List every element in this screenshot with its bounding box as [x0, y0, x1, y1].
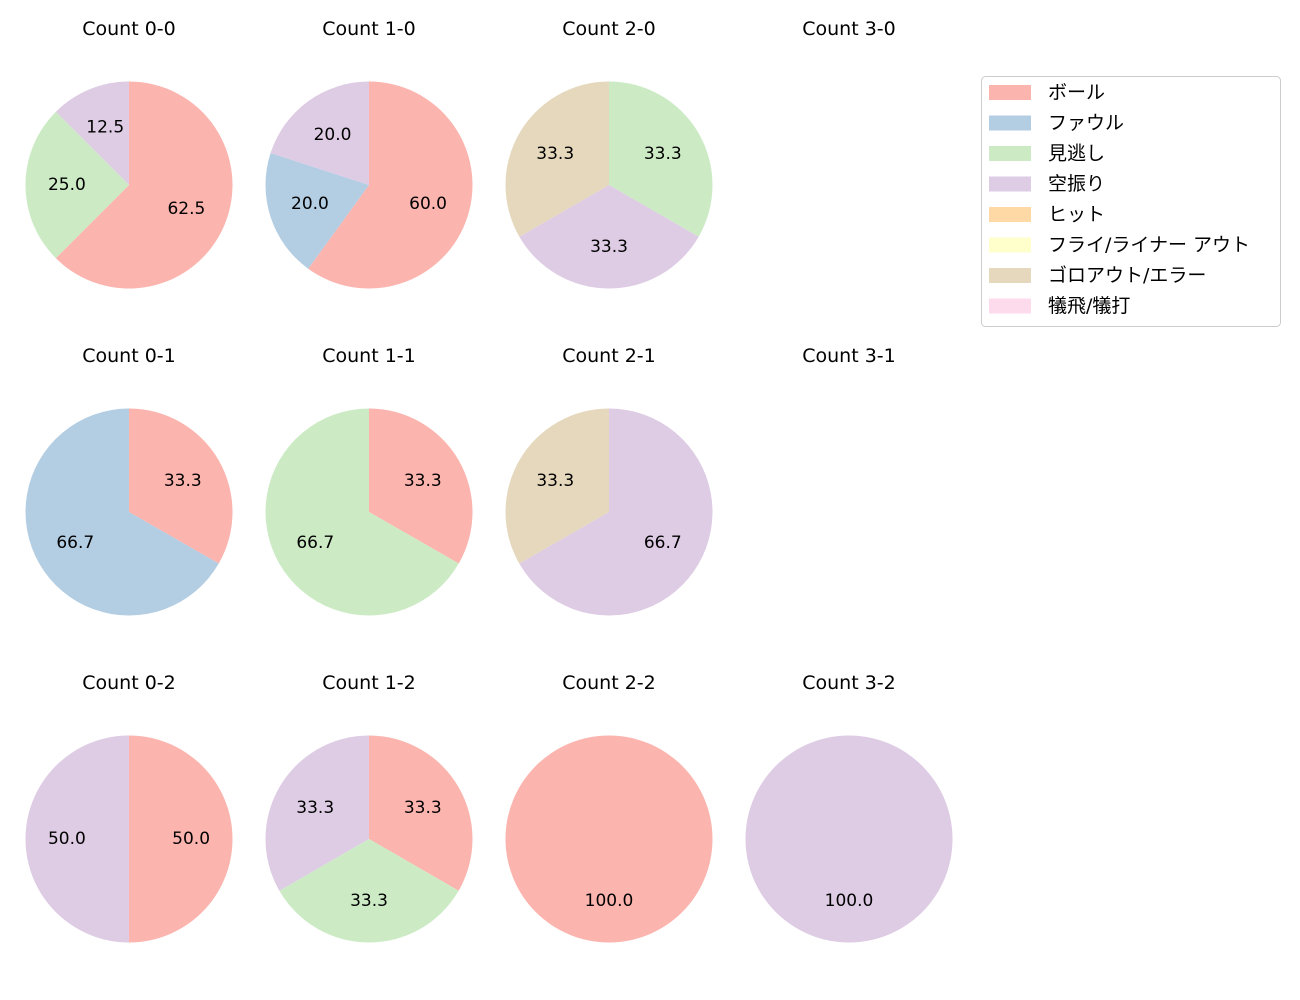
- legend-swatch: [989, 176, 1031, 192]
- pie-title: Count 2-2: [562, 672, 656, 694]
- pie-title: Count 2-1: [562, 345, 656, 367]
- pie-title: Count 1-0: [322, 18, 416, 40]
- slice-label: 100.0: [825, 891, 874, 911]
- slice-空振り: [270, 81, 369, 185]
- slice-label: 66.7: [644, 533, 682, 553]
- pie-count-2-1: Count 2-1 66.7 33.3: [505, 345, 713, 616]
- pie-title: Count 3-1: [802, 345, 896, 367]
- slice-ボール: [369, 408, 473, 564]
- slice-ボール: [308, 81, 473, 289]
- slice-label: 25.0: [48, 175, 86, 195]
- legend-label: 見逃し: [1048, 143, 1105, 165]
- legend-swatch: [989, 237, 1031, 253]
- legend-swatch: [989, 85, 1031, 100]
- legend-label: ボール: [1048, 82, 1105, 104]
- slice-label: 20.0: [314, 125, 352, 145]
- slice-見逃し: [609, 81, 713, 237]
- slice-label: 50.0: [172, 829, 210, 849]
- pie-title: Count 1-2: [322, 672, 416, 694]
- slice-空振り: [265, 735, 369, 891]
- pie-count-2-2: Count 2-2 100.0: [505, 672, 713, 943]
- slice-見逃し: [265, 408, 459, 616]
- slice-ボール: [55, 81, 233, 289]
- slice-label: 50.0: [48, 829, 86, 849]
- slice-label: 33.3: [536, 144, 574, 164]
- legend-swatch: [989, 298, 1031, 314]
- slice-label: 62.5: [167, 199, 205, 219]
- slice-ゴロアウト/エラー: [505, 408, 609, 564]
- slice-ボール: [129, 735, 233, 943]
- slice-label: 33.3: [536, 471, 574, 491]
- legend-swatch: [989, 115, 1031, 131]
- slice-label: 66.7: [56, 533, 94, 553]
- pie-count-2-0: Count 2-0 33.3 33.3 33.3: [505, 18, 713, 289]
- slice-ボール: [505, 735, 713, 943]
- slice-ファウル: [25, 408, 219, 616]
- pie-title: Count 3-2: [802, 672, 896, 694]
- slice-label: 100.0: [585, 891, 634, 911]
- legend-label: ヒット: [1048, 204, 1105, 226]
- slice-ボール: [369, 735, 473, 891]
- pie-title: Count 0-2: [82, 672, 176, 694]
- slice-空振り: [519, 408, 713, 616]
- slice-見逃し: [25, 111, 129, 259]
- legend-swatch: [989, 146, 1031, 161]
- legend-swatch: [989, 268, 1031, 283]
- slice-label: 66.7: [296, 533, 334, 553]
- slice-ファウル: [265, 153, 369, 269]
- pie-count-3-2: Count 3-2 100.0: [745, 672, 953, 943]
- slice-label: 33.3: [404, 471, 442, 491]
- slice-label: 33.3: [350, 891, 388, 911]
- slice-見逃し: [279, 839, 459, 943]
- pie-count-0-2: Count 0-2 50.0 50.0: [25, 672, 233, 943]
- slice-ボール: [129, 408, 233, 564]
- pie-count-3-1: Count 3-1: [802, 345, 896, 367]
- slice-空振り: [25, 735, 130, 943]
- pie-title: Count 0-1: [82, 345, 176, 367]
- slice-label: 33.3: [644, 144, 682, 164]
- pie-count-0-0: Count 0-0 62.5 25.0 12.5: [25, 18, 233, 289]
- pie-count-1-2: Count 1-2 33.3 33.3 33.3: [265, 672, 473, 943]
- legend-swatch: [989, 207, 1031, 222]
- slice-label: 12.5: [86, 118, 124, 138]
- slice-label: 33.3: [404, 798, 442, 818]
- legend-label: 空振り: [1048, 173, 1105, 195]
- slice-label: 60.0: [409, 194, 447, 214]
- pie-title: Count 1-1: [322, 345, 416, 367]
- pies: Count 0-0 62.5 25.0 12.5 Count 1-0 60.0 20.0 20…: [25, 18, 953, 943]
- pie-count-3-0: Count 3-0: [802, 18, 896, 40]
- legend-label: フライ/ライナー アウト: [1048, 234, 1250, 256]
- slice-ゴロアウト/エラー: [505, 81, 609, 237]
- slice-label: 33.3: [164, 471, 202, 491]
- pie-count-1-0: Count 1-0 60.0 20.0 20.0: [265, 18, 473, 289]
- pie-count-1-1: Count 1-1 33.3 66.7: [265, 345, 473, 616]
- slice-label: 33.3: [296, 798, 334, 818]
- pie-title: Count 3-0: [802, 18, 896, 40]
- slice-空振り: [745, 735, 953, 943]
- legend-frame: [981, 76, 1281, 327]
- legend-label: 犠飛/犠打: [1048, 295, 1130, 317]
- slice-空振り: [55, 81, 129, 185]
- slice-label: 33.3: [590, 237, 628, 257]
- pie-title: Count 0-0: [82, 18, 176, 40]
- pie-count-0-1: Count 0-1 33.3 66.7: [25, 345, 233, 616]
- slice-label: 20.0: [291, 194, 329, 214]
- pie-title: Count 2-0: [562, 18, 656, 40]
- legend-label: ゴロアウト/エラー: [1048, 265, 1206, 287]
- legend-label: ファウル: [1048, 112, 1124, 134]
